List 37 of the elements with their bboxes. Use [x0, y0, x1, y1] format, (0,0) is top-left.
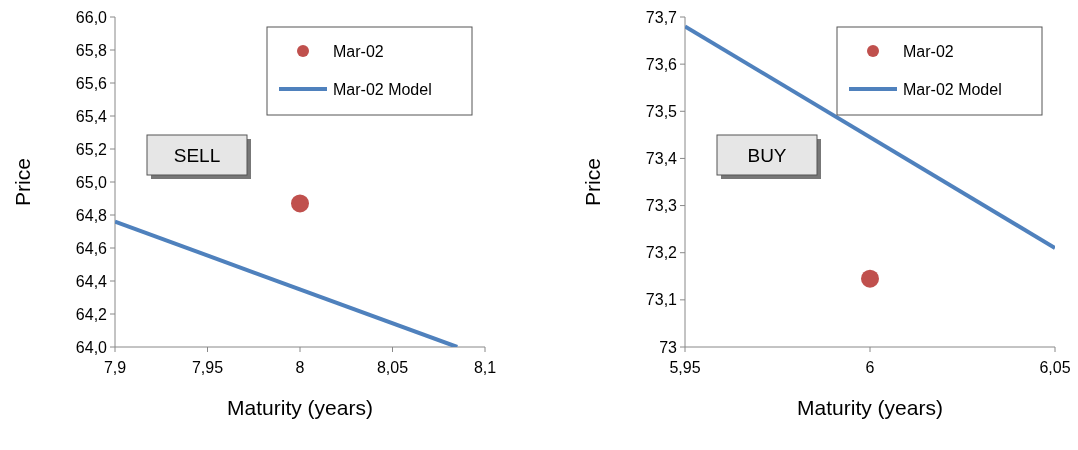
legend-label: Mar-02 Model [903, 80, 1002, 98]
x-tick-label: 5,95 [669, 359, 701, 376]
y-tick-label: 73,7 [645, 8, 678, 26]
annotation: SELL [173, 145, 221, 166]
legend-label: Mar-02 Model [333, 80, 432, 98]
legend-label: Mar-02 [903, 42, 954, 60]
y-tick-label: 73,3 [645, 197, 678, 215]
x-tick-label: 8,1 [473, 359, 497, 376]
x-tick-label: 6 [865, 359, 875, 376]
y-tick-label: 64,2 [75, 305, 108, 323]
y-tick-label: 66,0 [75, 8, 108, 26]
x-tick-label: 8 [295, 359, 305, 376]
x-axis-title: Maturity (years) [227, 396, 373, 419]
y-tick-label: 64,8 [75, 206, 108, 224]
y-tick-label: 65,4 [75, 107, 108, 125]
y-tick-label: 64,0 [75, 338, 108, 356]
y-tick-label: 73,5 [645, 102, 678, 120]
y-tick-label: 65,8 [75, 41, 108, 59]
x-tick-label: 8,05 [376, 359, 409, 376]
y-tick-label: 73,2 [645, 244, 678, 262]
y-tick-label: 73 [659, 338, 678, 356]
x-axis-title: Maturity (years) [797, 396, 943, 419]
y-axis-title: Price [581, 158, 604, 206]
y-tick-label: 65,6 [75, 74, 108, 92]
y-tick-label: 65,2 [75, 140, 108, 158]
x-tick-label: 6,05 [1039, 359, 1071, 376]
y-tick-label: 73,4 [645, 150, 678, 168]
y-tick-label: 65,0 [75, 173, 108, 191]
annotation: BUY [747, 145, 787, 166]
y-tick-label: 73,6 [645, 55, 678, 73]
x-tick-label: 7,9 [103, 359, 127, 376]
y-tick-label: 73,1 [645, 291, 678, 309]
x-tick-label: 7,95 [191, 359, 224, 376]
y-tick-label: 64,6 [75, 239, 108, 257]
y-axis-title: Price [11, 158, 34, 206]
y-tick-label: 64,4 [75, 272, 108, 290]
legend-label: Mar-02 [333, 42, 384, 60]
